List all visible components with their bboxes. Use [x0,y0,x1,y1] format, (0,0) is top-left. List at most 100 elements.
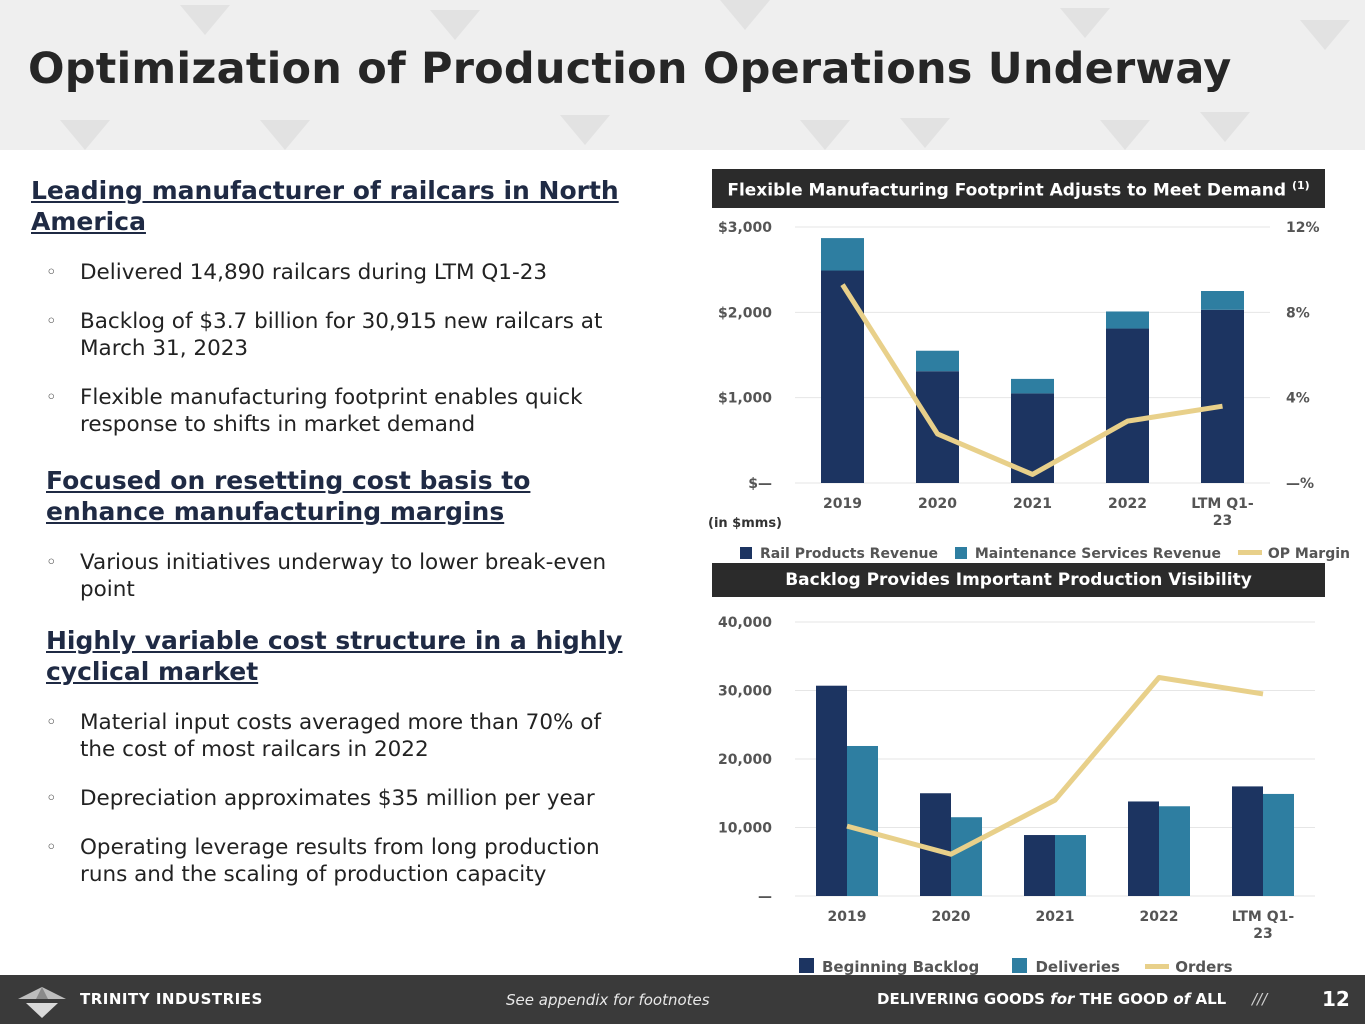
bar-deliveries [1159,806,1190,896]
heading-line: America [31,207,146,236]
bar-rail-products-revenue [916,371,959,483]
y2-tick-label: 4% [1286,391,1310,407]
section-heading-cost-basis: Focused on resetting cost basis to enhan… [46,465,530,527]
bullet-text: runs and the scaling of production capac… [80,862,547,887]
page-number: 12 [1322,987,1350,1011]
heading-line: enhance manufacturing margins [46,497,505,526]
bar-rail-products-revenue [1201,309,1244,483]
bar-beginning-backlog [1024,835,1055,896]
chart2-legend: Beginning Backlog Deliveries Orders [799,958,1245,976]
bullet-icon: ◦ [46,262,57,283]
chart1-legend: Rail Products Revenue Maintenance Servic… [740,546,1362,562]
bar-beginning-backlog [1232,786,1263,896]
page-title: Optimization of Production Operations Un… [28,44,1232,94]
x-tick-label: 2019 [828,909,867,925]
bar-deliveries [1263,793,1294,896]
revenue-margin-chart: $— $1,000 $2,000 $3,000 —% 4% 8% 12% 2019 2020 202… [708,220,1320,531]
section-heading-variable-cost: Highly variable cost structure in a high… [46,625,622,687]
x-tick-label: 2019 [823,496,862,512]
bullet-text: point [80,577,135,602]
bullet-icon: ◦ [46,788,57,809]
bullet-text: Delivered 14,890 railcars during LTM Q1-… [80,260,548,285]
legend-line [1237,550,1262,555]
bullet-text: Operating leverage results from long pro… [80,835,600,860]
y-tick-label: $— [748,476,772,492]
legend-line [1145,964,1170,969]
x-tick-label: 2020 [932,909,971,925]
y-tick-label: 30,000 [718,684,772,700]
x-tick-label: 2021 [1036,909,1075,925]
legend-label: Orders [1175,958,1233,976]
y-tick-label: $3,000 [718,220,772,236]
heading-line: Highly variable cost structure in a high… [46,626,623,655]
heading-line: Leading manufacturer of railcars in Nort… [31,176,619,205]
y-tick-label: — [758,889,772,905]
slogan-part: ALL [1190,990,1227,1008]
backlog-chart: — 10,000 20,000 30,000 40,000 2019 2020 2021 202… [718,615,1315,942]
y2-tick-label: 12% [1286,220,1320,236]
section-heading-leading-manufacturer: Leading manufacturer of railcars in Nort… [31,175,619,237]
slogan-part: DELIVERING GOODS [877,990,1051,1008]
bullet-icon: ◦ [46,712,57,733]
legend-label: Maintenance Services Revenue [974,546,1221,562]
bar-maintenance-services-revenue [821,238,864,271]
bar-deliveries [1055,835,1086,896]
bar-beginning-backlog [816,685,847,896]
legend-item: Beginning Backlog [799,958,979,976]
footer-slogan: DELIVERING GOODS for THE GOOD of ALL [877,990,1226,1008]
legend-item: Rail Products Revenue [740,546,938,562]
legend-item: Orders [1145,958,1233,976]
x-tick-label: LTM Q1- [1232,909,1295,925]
slogan-part: THE GOOD [1074,990,1174,1008]
bar-deliveries [847,745,878,896]
legend-swatch [740,547,752,559]
left-text-column: Leading manufacturer of railcars in Nort… [0,150,680,970]
bar-deliveries [951,817,982,896]
bullet-icon: ◦ [46,311,57,332]
header-banner: Optimization of Production Operations Un… [0,0,1365,150]
bullet-text: Depreciation approximates $35 million pe… [80,786,595,811]
bar-rail-products-revenue [821,270,864,483]
legend-label: Rail Products Revenue [760,546,938,562]
x-tick-label: LTM Q1- [1191,496,1254,512]
heading-line: Focused on resetting cost basis to [46,466,531,495]
x-tick-label: 2022 [1140,909,1179,925]
y2-tick-label: 8% [1286,305,1310,321]
legend-label: Deliveries [1035,958,1120,976]
bullet-icon: ◦ [46,387,57,408]
legend-swatch [1012,958,1028,973]
legend-item: Deliveries [1012,958,1120,976]
bar-maintenance-services-revenue [1106,311,1149,329]
legend-label: Beginning Backlog [822,958,980,976]
y-tick-label: 20,000 [718,752,772,768]
header-triangle-pattern [60,0,1350,150]
bullet-text: Various initiatives underway to lower br… [80,550,607,575]
y-tick-label: 10,000 [718,821,772,837]
chart1-footnote-marker: (1) [1291,179,1310,192]
legend-item: Maintenance Services Revenue [954,546,1221,562]
bar-maintenance-services-revenue [1011,378,1054,394]
bullet-text: Material input costs averaged more than … [80,710,602,735]
bullet-text: Backlog of $3.7 billion for 30,915 new r… [80,309,603,334]
bar-beginning-backlog [1128,801,1159,896]
x-tick-label: 23 [1213,513,1232,529]
footer-slashes: /// [1252,990,1268,1008]
slogan-part: of [1173,990,1191,1008]
bar-maintenance-services-revenue [916,350,959,372]
y-tick-label: 40,000 [718,615,772,631]
legend-swatch [954,547,967,559]
y-tick-label: $2,000 [718,305,772,321]
footer-brand: TRINITY INDUSTRIES [80,990,263,1008]
x-tick-label: 2022 [1108,496,1147,512]
bar-maintenance-services-revenue [1201,291,1244,310]
chart1-title: Flexible Manufacturing Footprint Adjusts… [727,180,1287,201]
slogan-part: for [1050,990,1075,1008]
x-tick-label: 2020 [918,496,957,512]
x-tick-label: 23 [1253,926,1272,942]
chart2-title: Backlog Provides Important Production Vi… [785,570,1252,590]
heading-line: cyclical market [46,657,259,686]
footer-bar: TRINITY INDUSTRIES See appendix for foot… [0,975,1365,1024]
bar-beginning-backlog [920,793,951,896]
bullet-text: the cost of most railcars in 2022 [80,737,429,762]
bullet-icon: ◦ [46,552,57,573]
